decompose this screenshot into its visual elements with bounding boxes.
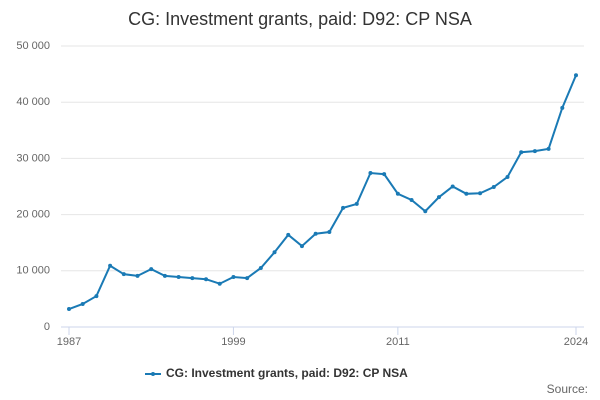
point bbox=[149, 267, 154, 272]
x-tick-label: 2011 bbox=[386, 336, 410, 348]
y-tick-label: 30 000 bbox=[16, 152, 50, 164]
point bbox=[80, 301, 85, 306]
y-tick-label: 50 000 bbox=[16, 40, 50, 52]
point bbox=[532, 149, 537, 154]
source: Source: bbox=[547, 382, 588, 396]
x-tick-label: 1987 bbox=[57, 336, 81, 348]
x-tick-label: 2024 bbox=[564, 336, 588, 348]
point bbox=[135, 273, 140, 278]
point bbox=[176, 274, 181, 279]
point bbox=[395, 191, 400, 196]
point bbox=[450, 184, 455, 189]
y-tick-label: 40 000 bbox=[16, 96, 50, 108]
point bbox=[546, 146, 551, 151]
point bbox=[108, 263, 113, 268]
point bbox=[231, 274, 236, 279]
point bbox=[423, 209, 428, 214]
point bbox=[313, 231, 318, 236]
point bbox=[436, 195, 441, 200]
point bbox=[519, 150, 524, 155]
x-tick-label: 1999 bbox=[221, 336, 245, 348]
legend-marker bbox=[151, 372, 155, 376]
point bbox=[491, 185, 496, 190]
point bbox=[245, 276, 250, 281]
legend-label: CG: Investment grants, paid: D92: CP NSA bbox=[166, 366, 408, 380]
point bbox=[464, 191, 469, 196]
point bbox=[505, 174, 510, 179]
point bbox=[272, 250, 277, 255]
point bbox=[67, 307, 71, 312]
point bbox=[162, 273, 167, 278]
point bbox=[190, 276, 195, 281]
point bbox=[286, 232, 291, 237]
point bbox=[560, 105, 565, 110]
point bbox=[368, 171, 373, 176]
point bbox=[121, 272, 126, 277]
point bbox=[409, 197, 414, 202]
point bbox=[204, 277, 209, 282]
point bbox=[327, 230, 332, 235]
chart-title: CG: Investment grants, paid: D92: CP NSA bbox=[128, 9, 472, 29]
y-tick-label: 0 bbox=[44, 321, 50, 333]
point bbox=[94, 294, 99, 299]
point bbox=[217, 281, 222, 286]
point bbox=[354, 201, 359, 206]
point bbox=[574, 73, 578, 78]
point bbox=[341, 205, 346, 210]
y-tick-label: 20 000 bbox=[16, 209, 50, 221]
line bbox=[68, 74, 577, 310]
point bbox=[258, 265, 263, 270]
point bbox=[382, 172, 387, 177]
point bbox=[478, 191, 483, 196]
point bbox=[299, 244, 304, 249]
y-tick-label: 10 000 bbox=[16, 265, 50, 277]
